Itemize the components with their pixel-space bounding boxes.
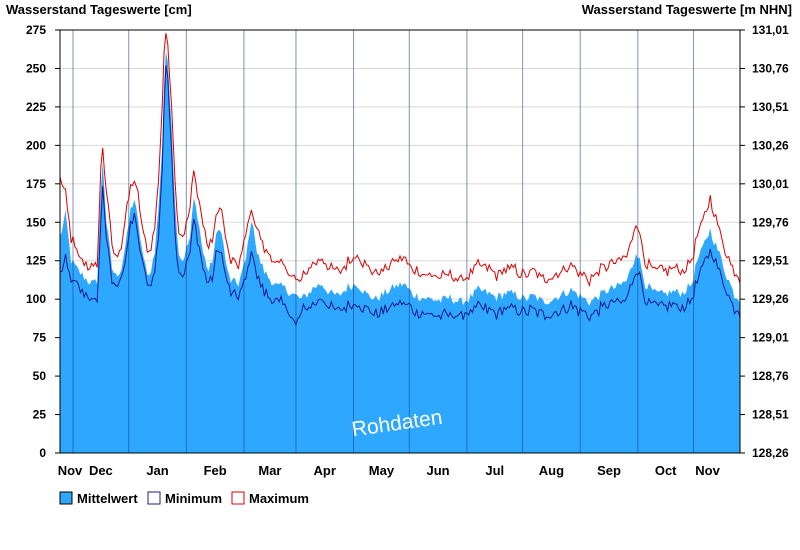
- left-tick-label: 175: [26, 177, 46, 191]
- month-label: Mar: [258, 463, 281, 478]
- right-tick-label: 129,51: [752, 254, 789, 268]
- right-tick-label: 130,51: [752, 100, 789, 114]
- left-tick-label: 275: [26, 23, 46, 37]
- month-label: Jul: [485, 463, 504, 478]
- left-tick-label: 50: [33, 369, 47, 383]
- month-label: Oct: [655, 463, 677, 478]
- left-tick-label: 0: [39, 446, 46, 460]
- left-tick-label: 200: [26, 138, 46, 152]
- left-tick-label: 125: [26, 254, 46, 268]
- right-tick-label: 130,26: [752, 138, 789, 152]
- left-tick-label: 150: [26, 215, 46, 229]
- right-tick-label: 129,01: [752, 331, 789, 345]
- left-tick-label: 75: [33, 331, 47, 345]
- left-axis: 0 25 50 75 100 125 150 175 200 225 250 275: [26, 23, 60, 460]
- month-label: May: [369, 463, 395, 478]
- legend-label-mean: Mittelwert: [77, 491, 138, 506]
- left-tick-label: 100: [26, 292, 46, 306]
- month-axis: Nov Dec Jan Feb Mar Apr May Jun Jul Aug Sep Oct Nov: [58, 463, 721, 478]
- mean-series-area: [60, 52, 740, 454]
- left-axis-title: Wasserstand Tageswerte [cm]: [6, 2, 192, 17]
- mean-area: [60, 52, 740, 454]
- right-tick-label: 128,51: [752, 408, 789, 422]
- month-label: Sep: [597, 463, 621, 478]
- right-tick-label: 130,76: [752, 61, 789, 75]
- month-label: Jun: [427, 463, 450, 478]
- series-lines: [59, 33, 741, 326]
- legend-swatch-mean: [59, 491, 73, 505]
- right-tick-label: 131,01: [752, 23, 789, 37]
- left-tick-label: 25: [33, 408, 47, 422]
- month-label: Nov: [58, 463, 83, 478]
- right-tick-label: 129,26: [752, 292, 789, 306]
- month-label: Apr: [314, 463, 336, 478]
- right-axis: 128,26 128,51 128,76 129,01 129,26 129,51 129,…: [740, 23, 789, 460]
- month-label: Dec: [89, 463, 113, 478]
- right-tick-label: 128,26: [752, 446, 789, 460]
- month-label: Feb: [204, 463, 227, 478]
- right-tick-label: 130,01: [752, 177, 789, 191]
- legend-label-max: Maximum: [249, 491, 309, 506]
- month-label: Nov: [695, 463, 720, 478]
- month-label: Aug: [539, 463, 564, 478]
- legend: Mittelwert Minimum Maximum: [59, 491, 309, 506]
- legend-swatch-max: [231, 491, 245, 505]
- legend-swatch-min: [147, 491, 161, 505]
- right-axis-title: Wasserstand Tageswerte [m NHN]: [582, 2, 792, 17]
- plot-frame: [59, 29, 741, 454]
- max-series-line: [59, 33, 741, 288]
- left-tick-label: 225: [26, 100, 46, 114]
- right-tick-label: 128,76: [752, 369, 789, 383]
- right-tick-label: 129,76: [752, 215, 789, 229]
- min-series-line: [59, 65, 741, 326]
- legend-label-min: Minimum: [165, 491, 222, 506]
- month-separators: [72, 30, 695, 453]
- month-label: Jan: [146, 463, 168, 478]
- left-tick-label: 250: [26, 61, 46, 75]
